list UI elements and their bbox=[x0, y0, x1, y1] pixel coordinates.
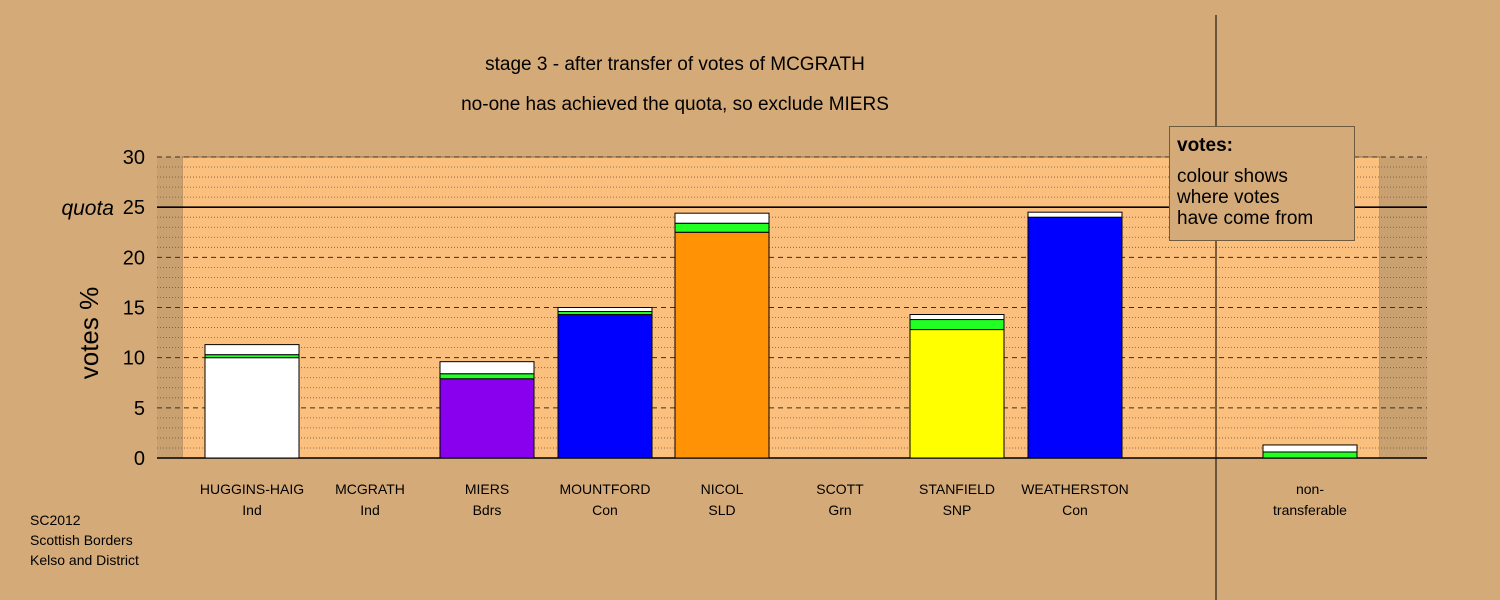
x-tick-label-name: WEATHERSTON bbox=[1021, 481, 1129, 497]
x-tick-label-party: Ind bbox=[360, 502, 379, 518]
bar-segment bbox=[204, 344, 300, 356]
x-tick-label-party: Con bbox=[1062, 502, 1088, 518]
y-axis-label: votes % bbox=[74, 287, 104, 380]
bar-segment bbox=[204, 357, 300, 459]
y-tick-label: 15 bbox=[123, 298, 145, 320]
footer-caption: SC2012 Scottish Borders Kelso and Distri… bbox=[30, 510, 139, 570]
chart-subtitle: no-one has achieved the quota, so exclud… bbox=[461, 94, 889, 115]
x-tick-label-name: HUGGINS-HAIG bbox=[200, 481, 304, 497]
x-tick-label-party: Grn bbox=[828, 502, 851, 518]
bar-segment bbox=[439, 361, 535, 375]
bar-segment bbox=[674, 212, 770, 224]
x-tick-label-name: MCGRATH bbox=[335, 481, 405, 497]
legend-title: votes: bbox=[1177, 135, 1233, 156]
y-tick-label: 5 bbox=[134, 398, 145, 420]
x-tick-label-party: Ind bbox=[242, 502, 261, 518]
legend-line: have come from bbox=[1177, 208, 1314, 229]
x-tick-label-party: transferable bbox=[1273, 502, 1347, 518]
quota-label: quota bbox=[61, 197, 114, 220]
bar-segment bbox=[1262, 444, 1358, 453]
bar-segment bbox=[439, 373, 535, 380]
x-tick-label-name: non- bbox=[1296, 481, 1324, 497]
footer-line-ward: Kelso and District bbox=[30, 552, 139, 568]
legend-box: votes: colour shows where votes have com… bbox=[1169, 126, 1355, 241]
chart-title: stage 3 - after transfer of votes of MCG… bbox=[485, 54, 865, 75]
x-tick-label-name: SCOTT bbox=[816, 481, 864, 497]
bar-segment bbox=[1027, 216, 1123, 459]
bar-segment bbox=[674, 222, 770, 233]
x-tick-label-name: STANFIELD bbox=[919, 481, 995, 497]
bar-segment bbox=[909, 314, 1005, 321]
y-tick-label: 10 bbox=[123, 348, 145, 370]
footer-line-council: Scottish Borders bbox=[30, 532, 133, 548]
x-tick-label-name: MIERS bbox=[465, 481, 509, 497]
bar-segment bbox=[1027, 211, 1123, 218]
bar-segment bbox=[909, 319, 1005, 331]
x-tick-label-party: Bdrs bbox=[473, 502, 502, 518]
bar-segment bbox=[439, 378, 535, 459]
x-tick-label-party: Con bbox=[592, 502, 618, 518]
x-tick-label-name: NICOL bbox=[701, 481, 744, 497]
bar-segment bbox=[557, 314, 653, 459]
y-tick-label: 25 bbox=[123, 197, 145, 219]
y-tick-label: 20 bbox=[123, 247, 145, 269]
legend-line: colour shows bbox=[1177, 166, 1288, 187]
bar-segment bbox=[1262, 451, 1358, 459]
footer-line-contest: SC2012 bbox=[30, 512, 81, 528]
x-tick-label-party: SLD bbox=[708, 502, 735, 518]
bar-segment bbox=[557, 307, 653, 313]
bar-segment bbox=[674, 231, 770, 459]
y-tick-label: 0 bbox=[134, 448, 145, 470]
x-tick-label-name: MOUNTFORD bbox=[560, 481, 651, 497]
y-tick-label: 30 bbox=[123, 147, 145, 169]
bar-segment bbox=[909, 329, 1005, 459]
x-tick-label-party: SNP bbox=[943, 502, 972, 518]
legend-line: where votes bbox=[1177, 187, 1280, 208]
